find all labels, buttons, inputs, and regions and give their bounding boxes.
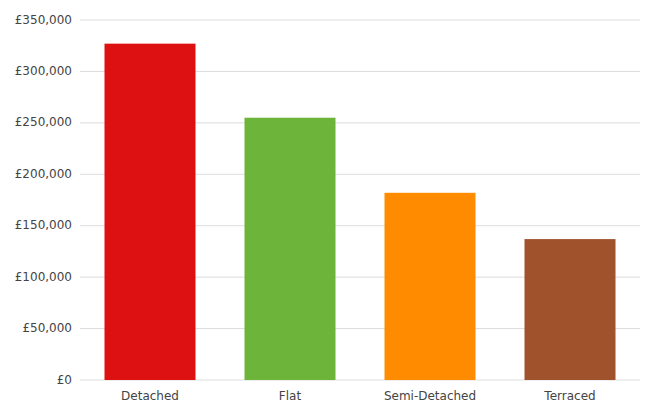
chart-svg: £0 £50,000 £100,000 £150,000 £200,000 £250,00… <box>0 0 660 420</box>
bar <box>525 239 616 380</box>
x-tick-label: Detached <box>121 389 179 403</box>
y-tick-label: £200,000 <box>15 167 72 181</box>
y-axis: £0 £50,000 £100,000 £150,000 £200,000 £250,00… <box>15 13 640 387</box>
y-tick-label: £250,000 <box>15 115 72 129</box>
x-tick-label: Flat <box>279 389 302 403</box>
grid-line <box>80 20 640 21</box>
bars <box>105 44 616 380</box>
y-tick-label: £150,000 <box>15 218 72 232</box>
bar <box>105 44 196 380</box>
y-tick-label: £350,000 <box>15 13 72 27</box>
y-tick-label: £0 <box>57 373 72 387</box>
x-tick-label: Semi-Detached <box>384 389 476 403</box>
chart-container: £0 £50,000 £100,000 £150,000 £200,000 £250,00… <box>0 0 660 420</box>
x-axis: Detached Flat Semi-Detached Terraced <box>121 389 596 403</box>
bar <box>385 193 476 380</box>
bar <box>245 118 336 380</box>
y-tick-label: £100,000 <box>15 270 72 284</box>
y-tick-label: £50,000 <box>22 321 72 335</box>
x-tick-label: Terraced <box>543 389 595 403</box>
y-tick-label: £300,000 <box>15 64 72 78</box>
